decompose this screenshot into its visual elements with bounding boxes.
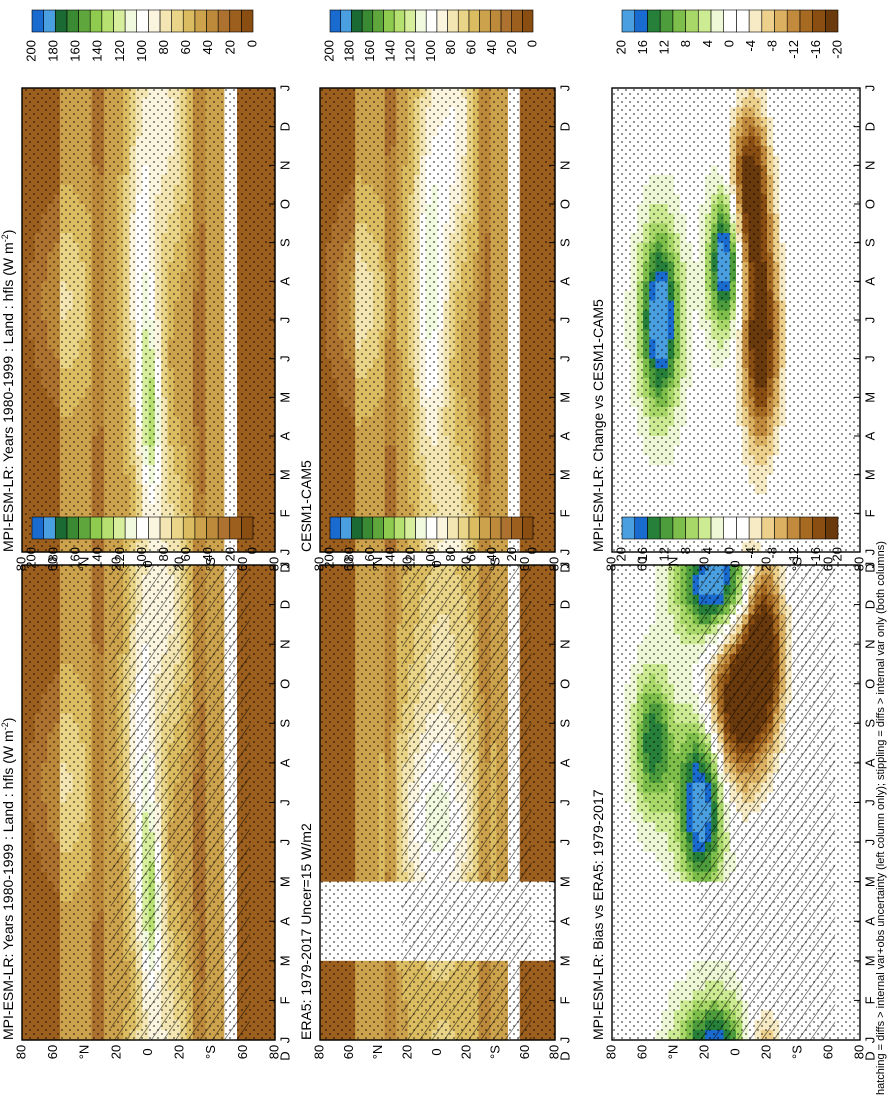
month-label: J [277, 799, 292, 806]
month-label: S [277, 238, 292, 247]
lat-label: °S [203, 1045, 218, 1059]
lat-label: 20 [172, 1045, 187, 1059]
month-label: A [277, 277, 292, 286]
lat-label: 60 [235, 1045, 250, 1059]
month-label: M [277, 955, 292, 966]
lat-label: 80 [266, 557, 281, 571]
month-label: M [277, 392, 292, 403]
month-label: M [277, 469, 292, 480]
month-label: J [277, 1037, 292, 1044]
panel-title: MPI-ESM-LR: Years 1980-1999 : Land : hfl… [0, 230, 16, 552]
lat-label: 60 [45, 1045, 60, 1059]
month-label: S [277, 719, 292, 728]
lat-label: 80 [266, 1045, 281, 1059]
month-label: J [277, 355, 292, 362]
month-label: A [277, 431, 292, 440]
month-label: J [277, 839, 292, 846]
month-label: J [277, 317, 292, 324]
month-label: J [277, 549, 292, 556]
month-label: N [277, 639, 292, 648]
month-label: O [277, 199, 292, 209]
panel-title: MPI-ESM-LR: Years 1980-1999 : Land : hfl… [0, 718, 16, 1040]
month-label: D [277, 122, 292, 131]
month-label: A [277, 758, 292, 767]
month-label: M [277, 876, 292, 887]
lat-label: 80 [13, 1045, 28, 1059]
hatching-overlay [111, 565, 250, 1040]
lat-label: 0 [140, 1048, 155, 1055]
lat-label: 20 [108, 1045, 123, 1059]
month-label: A [277, 917, 292, 926]
month-label: N [277, 161, 292, 170]
month-label: O [277, 679, 292, 689]
month-label: F [277, 509, 292, 517]
month-label: J [277, 85, 292, 92]
month-label: F [277, 996, 292, 1004]
lat-label: °N [77, 1045, 92, 1060]
month-label: D [277, 600, 292, 609]
stippling-overlay [22, 88, 275, 552]
